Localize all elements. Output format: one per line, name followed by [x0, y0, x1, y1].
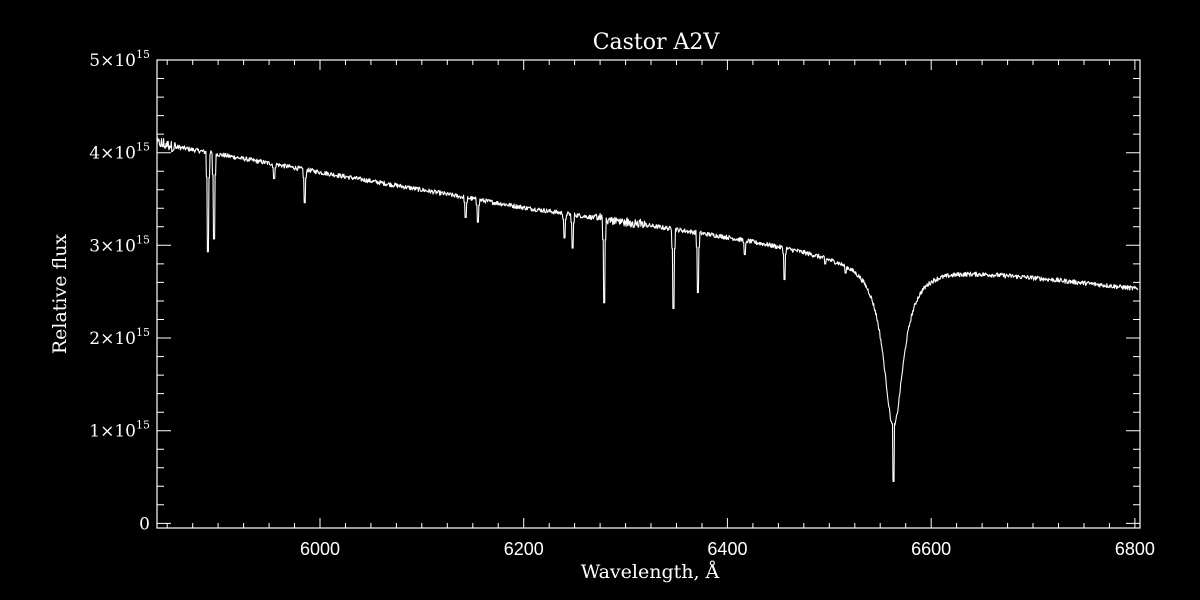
y-tick-label: 2×1015	[89, 326, 150, 349]
tick-marks	[157, 59, 1140, 528]
y-tick-label: 0	[139, 514, 150, 534]
y-tick-label: 5×1015	[89, 48, 150, 71]
axis-ticks	[157, 59, 1140, 528]
y-axis-label: Relative flux	[49, 234, 71, 355]
x-tick-label: 6400	[707, 539, 747, 559]
plot-frame	[156, 59, 1141, 529]
x-tick-label: 6600	[911, 539, 951, 559]
y-tick-label: 1×1015	[89, 419, 150, 442]
chart-title: Castor A2V	[593, 30, 721, 55]
x-tick-label: 6800	[1115, 539, 1155, 559]
y-tick-label: 3×1015	[89, 233, 150, 256]
y-tick-label: 4×1015	[89, 141, 150, 164]
spectrum-line	[156, 136, 1139, 483]
x-tick-label: 6200	[504, 539, 544, 559]
x-tick-label: 6000	[300, 539, 340, 559]
x-axis-label: Wavelength, Å	[581, 561, 720, 583]
x-tick-labels: 6000 6200 6400 6600 6800	[300, 539, 1155, 559]
y-tick-labels: 0 1×1015 2×1015 3×1015 4×1015 5×1015	[89, 48, 150, 534]
